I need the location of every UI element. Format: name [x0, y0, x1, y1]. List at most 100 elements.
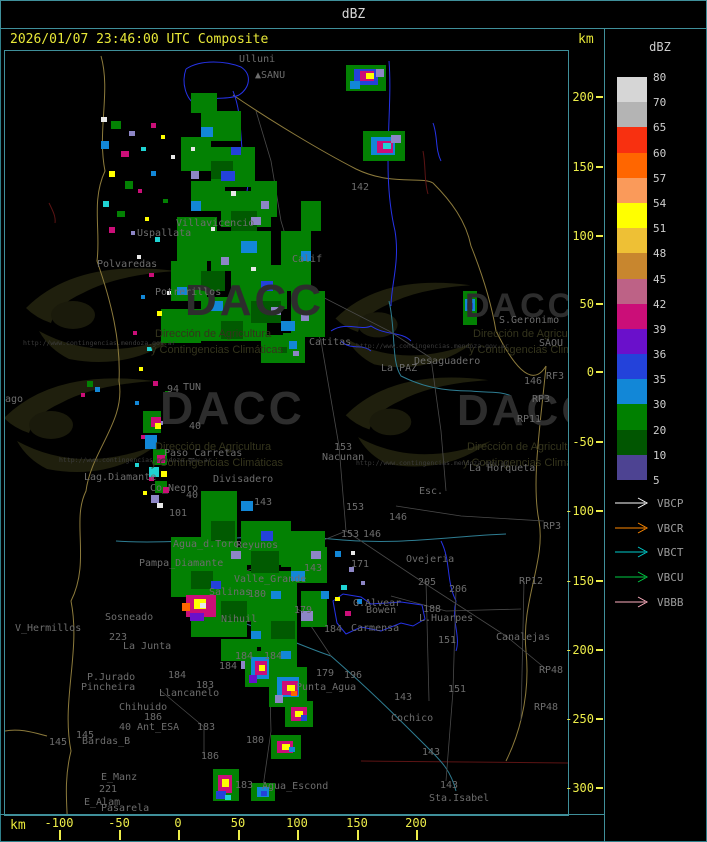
bottom-axis-label: -100 [44, 816, 74, 830]
vector-legend-label: VBCU [657, 571, 684, 584]
right-axis-label: -300 [565, 781, 594, 795]
title-bar: dBZ [0, 0, 707, 29]
right-axis-label: -100 [565, 504, 594, 518]
dbz-scale-value: 57 [653, 171, 667, 185]
dbz-color-swatch [617, 253, 647, 279]
andes-border-line [65, 55, 121, 815]
watermark-url: http://www.contingencias.mendoza.gov.ar [356, 342, 509, 350]
right-axis-tick [596, 510, 603, 512]
right-axis-tick [596, 441, 603, 443]
watermark-subtitle: y Contingencias Climáticas [151, 457, 284, 469]
right-axis-label: -50 [572, 435, 594, 449]
watermark-subtitle: y Contingencias Climáticas [469, 344, 568, 356]
dbz-color-swatch [617, 328, 647, 355]
dbz-scale-value: 39 [653, 322, 667, 336]
page-title: dBZ [341, 7, 366, 22]
dbz-scale-value: 60 [653, 146, 667, 160]
bottom-divider [0, 814, 604, 815]
red-border-south [360, 760, 568, 764]
right-axis-label: -200 [565, 643, 594, 657]
right-axis-label: 150 [572, 160, 594, 174]
vbbb-arrow-icon [615, 596, 649, 608]
dbz-scale-value: 42 [653, 297, 667, 311]
right-axis-label: -150 [565, 574, 594, 588]
bottom-axis-label: 0 [174, 816, 182, 830]
map-canvas [5, 55, 568, 815]
colorbar-title: dBZ [649, 40, 671, 54]
dbz-scale-value: 80 [653, 71, 667, 84]
alvear-outline [332, 593, 426, 635]
right-axis-tick [596, 166, 603, 168]
dbz-scale-value: 35 [653, 373, 667, 387]
dbz-scale-value: 20 [653, 423, 667, 437]
bottom-axis-tick [178, 830, 180, 840]
dbz-color-swatch [617, 77, 647, 103]
dbz-color-swatch [617, 404, 647, 430]
right-axis-label: 100 [572, 229, 594, 243]
right-axis-tick [596, 718, 603, 720]
dbz-scale-value: 54 [653, 196, 667, 210]
vbct-arrow-icon [615, 546, 649, 558]
dacc-watermark-text: DACC [185, 276, 325, 325]
bottom-axis-tick [59, 830, 61, 840]
red-border-nw [48, 202, 56, 224]
watermark-subtitle: y Contingencias Climáticas [463, 457, 568, 469]
panel-divider [604, 28, 605, 842]
dbz-color-swatch [617, 152, 647, 178]
border-lines [5, 55, 568, 815]
right-axis-label: 50 [579, 297, 594, 311]
east-border-line [505, 365, 547, 762]
vector-legend-label: VBBB [657, 596, 684, 609]
dacc-watermark-text: DACC [160, 382, 305, 434]
right-axis-tick [596, 96, 603, 98]
dbz-color-swatch [617, 177, 647, 203]
watermark-subtitle: Dirección de Agricultura [467, 441, 568, 453]
vbcu-arrow-icon [615, 571, 649, 583]
dbz-scale-value: 30 [653, 398, 667, 412]
bottom-axis-label: 150 [346, 816, 368, 830]
bottom-axis-tick [416, 830, 418, 840]
watermark-subtitle: y Contingencias Climáticas [151, 344, 284, 356]
right-axis-tick [596, 303, 603, 305]
dbz-scale-value: 10 [653, 448, 667, 462]
bottom-axis-label: 200 [405, 816, 427, 830]
dbz-scale-value: 48 [653, 247, 667, 261]
radar-map-viewport[interactable]: DACC DACC DACC DACC Dirección de Agricultura… [4, 50, 569, 816]
dbz-color-swatch [617, 127, 647, 153]
bottom-axis-tick [357, 830, 359, 840]
dbz-color-swatch [617, 202, 647, 229]
dbz-color-swatch [617, 454, 647, 480]
vector-legend-label: VBCT [657, 546, 684, 559]
road-lines [160, 110, 547, 802]
dbz-color-swatch [617, 379, 647, 405]
km-unit-top: km [578, 32, 594, 47]
dbz-scale-value: 70 [653, 96, 667, 110]
dbz-scale-value: 65 [653, 121, 667, 135]
north-border-line [232, 94, 547, 376]
dbz-color-swatch [617, 303, 647, 329]
dbz-scale-value: 45 [653, 272, 667, 286]
right-axis-tick [596, 649, 603, 651]
watermark-subtitle: Dirección de Agricultura [473, 328, 568, 340]
vbcp-arrow-icon [615, 497, 649, 509]
bottom-axis-label: -50 [108, 816, 130, 830]
watermark-subtitle: Dirección de Agricultura [155, 441, 272, 453]
dacc-logo-watermark [5, 268, 492, 472]
right-axis-tick [596, 787, 603, 789]
bottom-axis-tick [119, 830, 121, 840]
vector-legend-label: VBCR [657, 522, 684, 535]
dbz-scale-value: 36 [653, 348, 667, 362]
dbz-scale-value: 5 [653, 474, 660, 487]
watermark-url: http://www.contingencias.mendoza.gov.ar [356, 459, 509, 467]
right-axis-label: 200 [572, 90, 594, 104]
km-unit-bottom: km [10, 818, 26, 833]
watermark-url: http://www.contingencias.mendoza.gov.ar [59, 456, 212, 464]
dbz-color-swatch [617, 354, 647, 380]
dacc-watermark-text: DACC [457, 386, 568, 435]
dbz-scale-value: 51 [653, 222, 667, 236]
red-border-ne [422, 150, 429, 195]
dbz-color-swatch [617, 278, 647, 304]
vector-legend-label: VBCP [657, 497, 684, 510]
radar-echo-layer [81, 65, 477, 801]
